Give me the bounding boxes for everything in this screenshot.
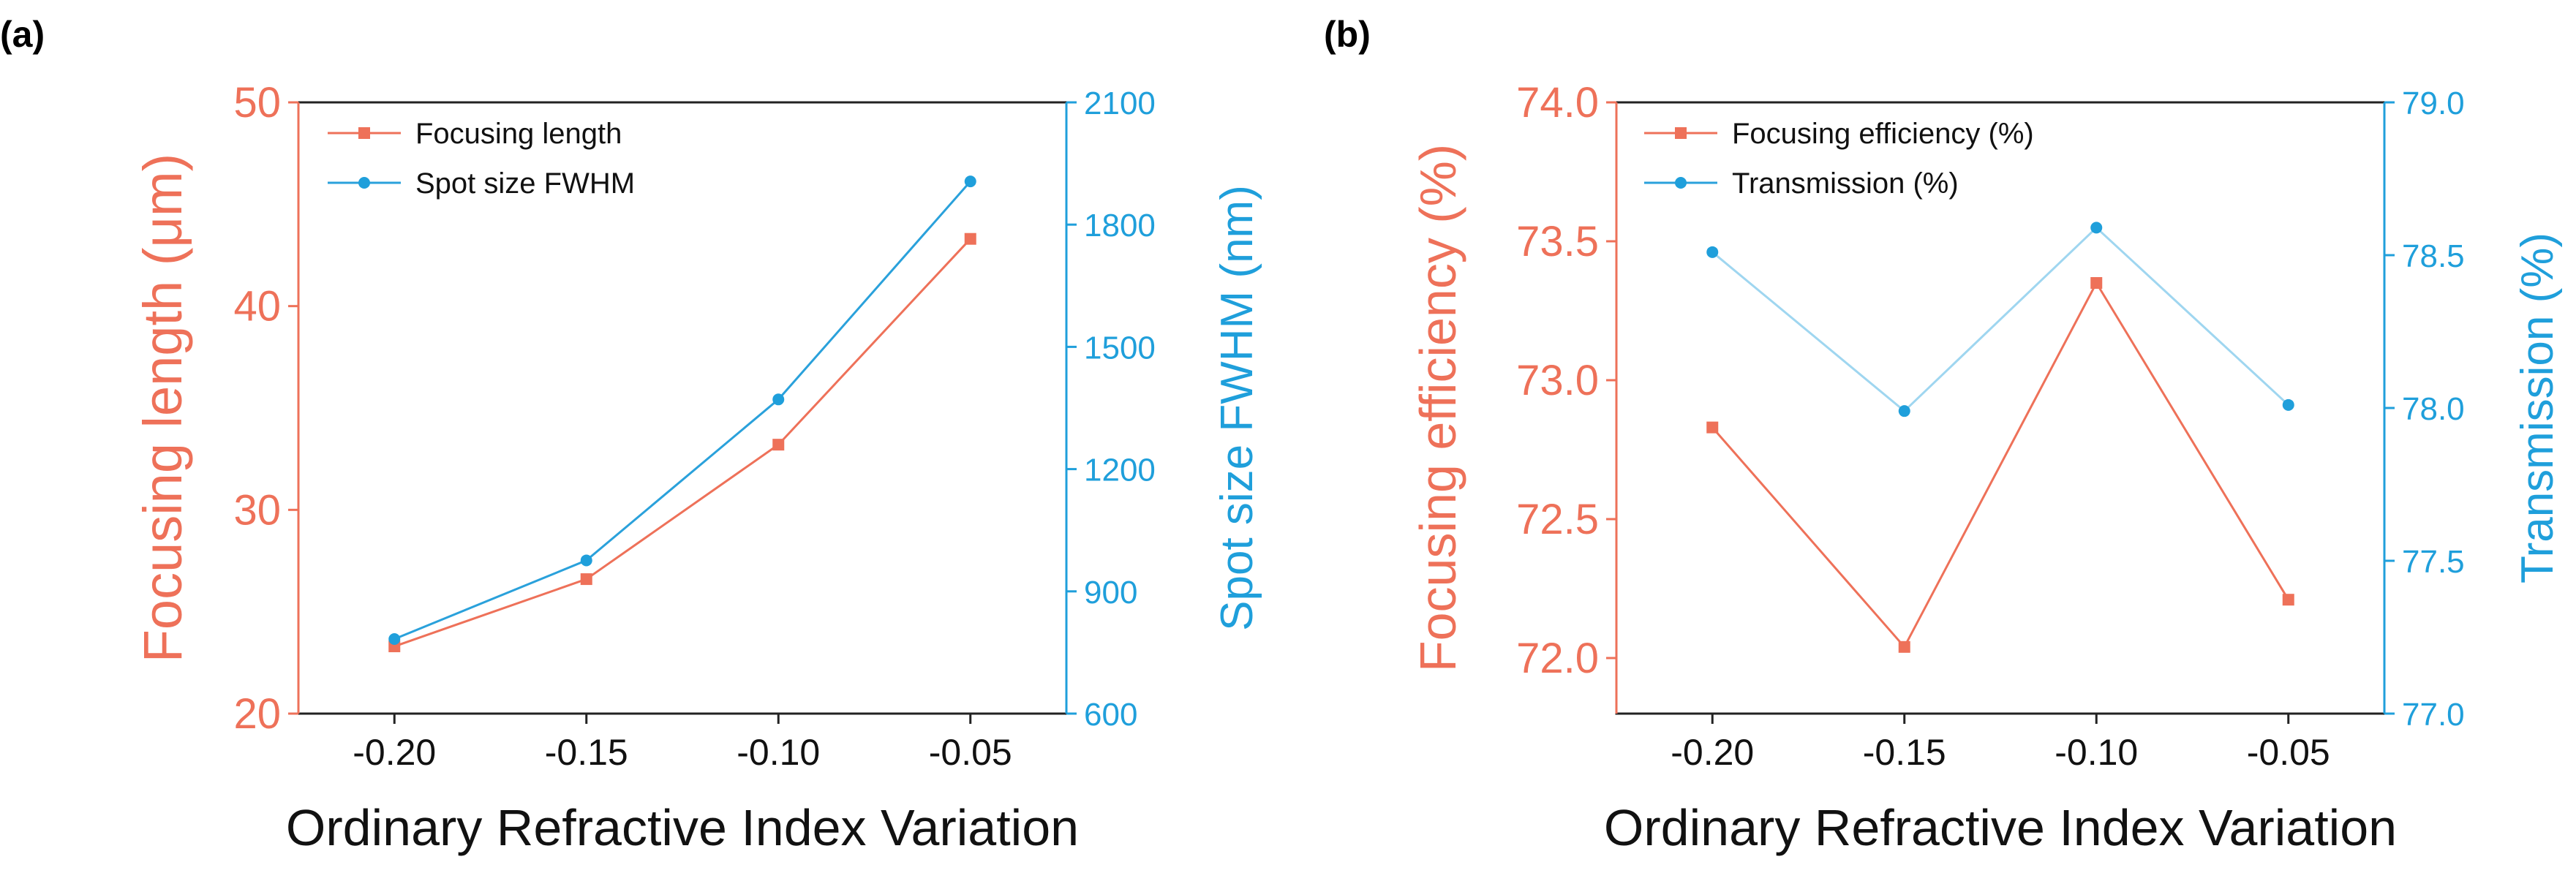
panel-a-series-0-point-3	[964, 233, 976, 245]
panel-a-y-right-ticks: 600 900 1200 1500 1800 2100	[1066, 86, 1156, 733]
panel-a-y-right-tick-label-5: 2100	[1084, 86, 1156, 121]
panel-a-series	[388, 175, 976, 653]
panel-b-series-1-point-3	[2282, 398, 2294, 411]
panel-b-x-axis-label: Ordinary Refractive Index Variation	[1604, 799, 2397, 856]
panel-a-series-1-point-0	[388, 633, 401, 646]
panel-b-y-left-tick-label-4: 74.0	[1516, 79, 1599, 126]
panel-a: (a) -0.20 -0.15 -0.10 -0.05 20 30 40 50 600 900…	[0, 14, 1262, 856]
panel-a-y-right-tick-label-1: 900	[1084, 575, 1137, 611]
panel-b-series-1-point-2	[2090, 222, 2103, 234]
panel-b-legend-swatch-marker-0	[1675, 127, 1687, 139]
panel-a-legend-label-0: Focusing length	[415, 118, 622, 150]
panel-a-legend: Focusing length Spot size FWHM	[328, 118, 635, 200]
panel-a-x-tick-label-3: -0.05	[929, 732, 1012, 773]
panel-a-series-1-point-3	[964, 175, 976, 188]
panel-a-y-right-tick-label-4: 1800	[1084, 208, 1156, 243]
panel-a-y-left-tick-label-2: 40	[233, 283, 281, 330]
panel-a-y-right-tick-label-3: 1500	[1084, 330, 1156, 366]
panel-b-y-left-ticks: 72.0 72.5 73.0 73.5 74.0	[1516, 79, 1616, 682]
panel-a-y-right-tick-label-2: 1200	[1084, 453, 1156, 488]
panel-b-y-right-tick-label-2: 78.0	[2402, 391, 2465, 427]
panel-b-y-left-tick-label-2: 73.0	[1516, 357, 1599, 404]
panel-a-y-left-tick-label-3: 50	[233, 79, 281, 126]
panel-a-legend-label-1: Spot size FWHM	[415, 167, 635, 200]
panel-b-y-right-tick-label-4: 79.0	[2402, 86, 2465, 121]
panel-a-x-ticks: -0.20 -0.15 -0.10 -0.05	[353, 714, 1012, 773]
panel-b-legend-label-0: Focusing efficiency (%)	[1732, 118, 2034, 150]
panel-b-x-tick-label-3: -0.05	[2247, 732, 2330, 773]
panel-a-x-tick-label-2: -0.10	[737, 732, 820, 773]
panel-a-y-right-axis-label: Spot size FWHM (nm)	[1212, 185, 1262, 631]
panel-b-legend-label-1: Transmission (%)	[1732, 167, 1959, 200]
panel-b-y-left-tick-label-1: 72.5	[1516, 496, 1599, 543]
panel-a-legend-swatch-marker-1	[358, 177, 370, 189]
panel-a-series-1-point-1	[580, 554, 592, 567]
panel-a-y-left-ticks: 20 30 40 50	[233, 79, 298, 738]
panel-a-legend-item-0: Focusing length	[328, 118, 622, 150]
panel-a-label: (a)	[0, 14, 45, 55]
panel-a-y-right-tick-label-0: 600	[1084, 697, 1137, 733]
panel-b-y-right-ticks: 77.0 77.5 78.0 78.5 79.0	[2384, 86, 2465, 733]
panel-b-series-0-point-3	[2282, 594, 2294, 606]
panel-b-y-right-tick-label-0: 77.0	[2402, 697, 2465, 733]
panel-b-x-ticks: -0.20 -0.15 -0.10 -0.05	[1671, 714, 2330, 773]
panel-b-x-tick-label-1: -0.15	[1863, 732, 1946, 773]
panel-a-series-1-point-2	[772, 393, 785, 406]
panel-b-y-left-tick-label-3: 73.5	[1516, 218, 1599, 265]
panel-b-series-1-point-0	[1706, 246, 1719, 258]
panel-a-legend-item-1: Spot size FWHM	[328, 167, 635, 200]
panel-b-x-tick-label-2: -0.10	[2055, 732, 2138, 773]
panel-b-series-0-point-0	[1706, 421, 1719, 434]
panel-a-series-1-line	[393, 181, 971, 640]
panel-b-y-right-axis-label: Transmission (%)	[2512, 233, 2563, 583]
panel-a-y-left-axis-label: Focusing length (μm)	[132, 154, 193, 663]
panel-b-series-0-point-1	[1898, 640, 1910, 653]
panel-b-y-right-tick-label-1: 77.5	[2402, 544, 2465, 580]
panel-a-y-left-tick-label-0: 20	[233, 690, 281, 738]
panel-b-series-0-line	[1711, 280, 2290, 649]
panel-a-plot-frame	[297, 101, 1068, 715]
panel-a-series-0-point-1	[580, 573, 592, 586]
panel-a-legend-swatch-marker-0	[358, 127, 370, 139]
panel-a-x-tick-label-0: -0.20	[353, 732, 436, 773]
panel-b-legend-item-0: Focusing efficiency (%)	[1644, 118, 2034, 150]
panel-b-series-1-point-1	[1898, 405, 1910, 417]
panel-b: (b) -0.20 -0.15 -0.10 -0.05 72.0 72.5 73.0 73.…	[1324, 14, 2563, 856]
panel-b-y-left-axis-label: Focusing efficiency (%)	[1409, 144, 1466, 672]
panel-b-series-1-line	[1711, 226, 2289, 413]
panel-a-series-0-point-2	[772, 439, 785, 451]
panel-b-y-right-tick-label-3: 78.5	[2402, 238, 2465, 274]
panel-a-series-0-line	[393, 238, 971, 648]
panel-b-y-left-tick-label-0: 72.0	[1516, 635, 1599, 682]
panel-b-series-0-point-2	[2090, 277, 2103, 289]
panel-b-legend-swatch-marker-1	[1675, 177, 1687, 189]
panel-b-x-tick-label-0: -0.20	[1671, 732, 1754, 773]
panel-a-y-left-tick-label-1: 30	[233, 486, 281, 534]
panel-b-label: (b)	[1324, 14, 1371, 55]
panel-a-x-tick-label-1: -0.15	[545, 732, 628, 773]
panel-b-legend-item-1: Transmission (%)	[1644, 167, 1959, 200]
panel-b-legend: Focusing efficiency (%) Transmission (%)	[1644, 118, 2034, 200]
panel-a-x-axis-label: Ordinary Refractive Index Variation	[286, 799, 1079, 856]
panel-b-series	[1706, 222, 2294, 653]
